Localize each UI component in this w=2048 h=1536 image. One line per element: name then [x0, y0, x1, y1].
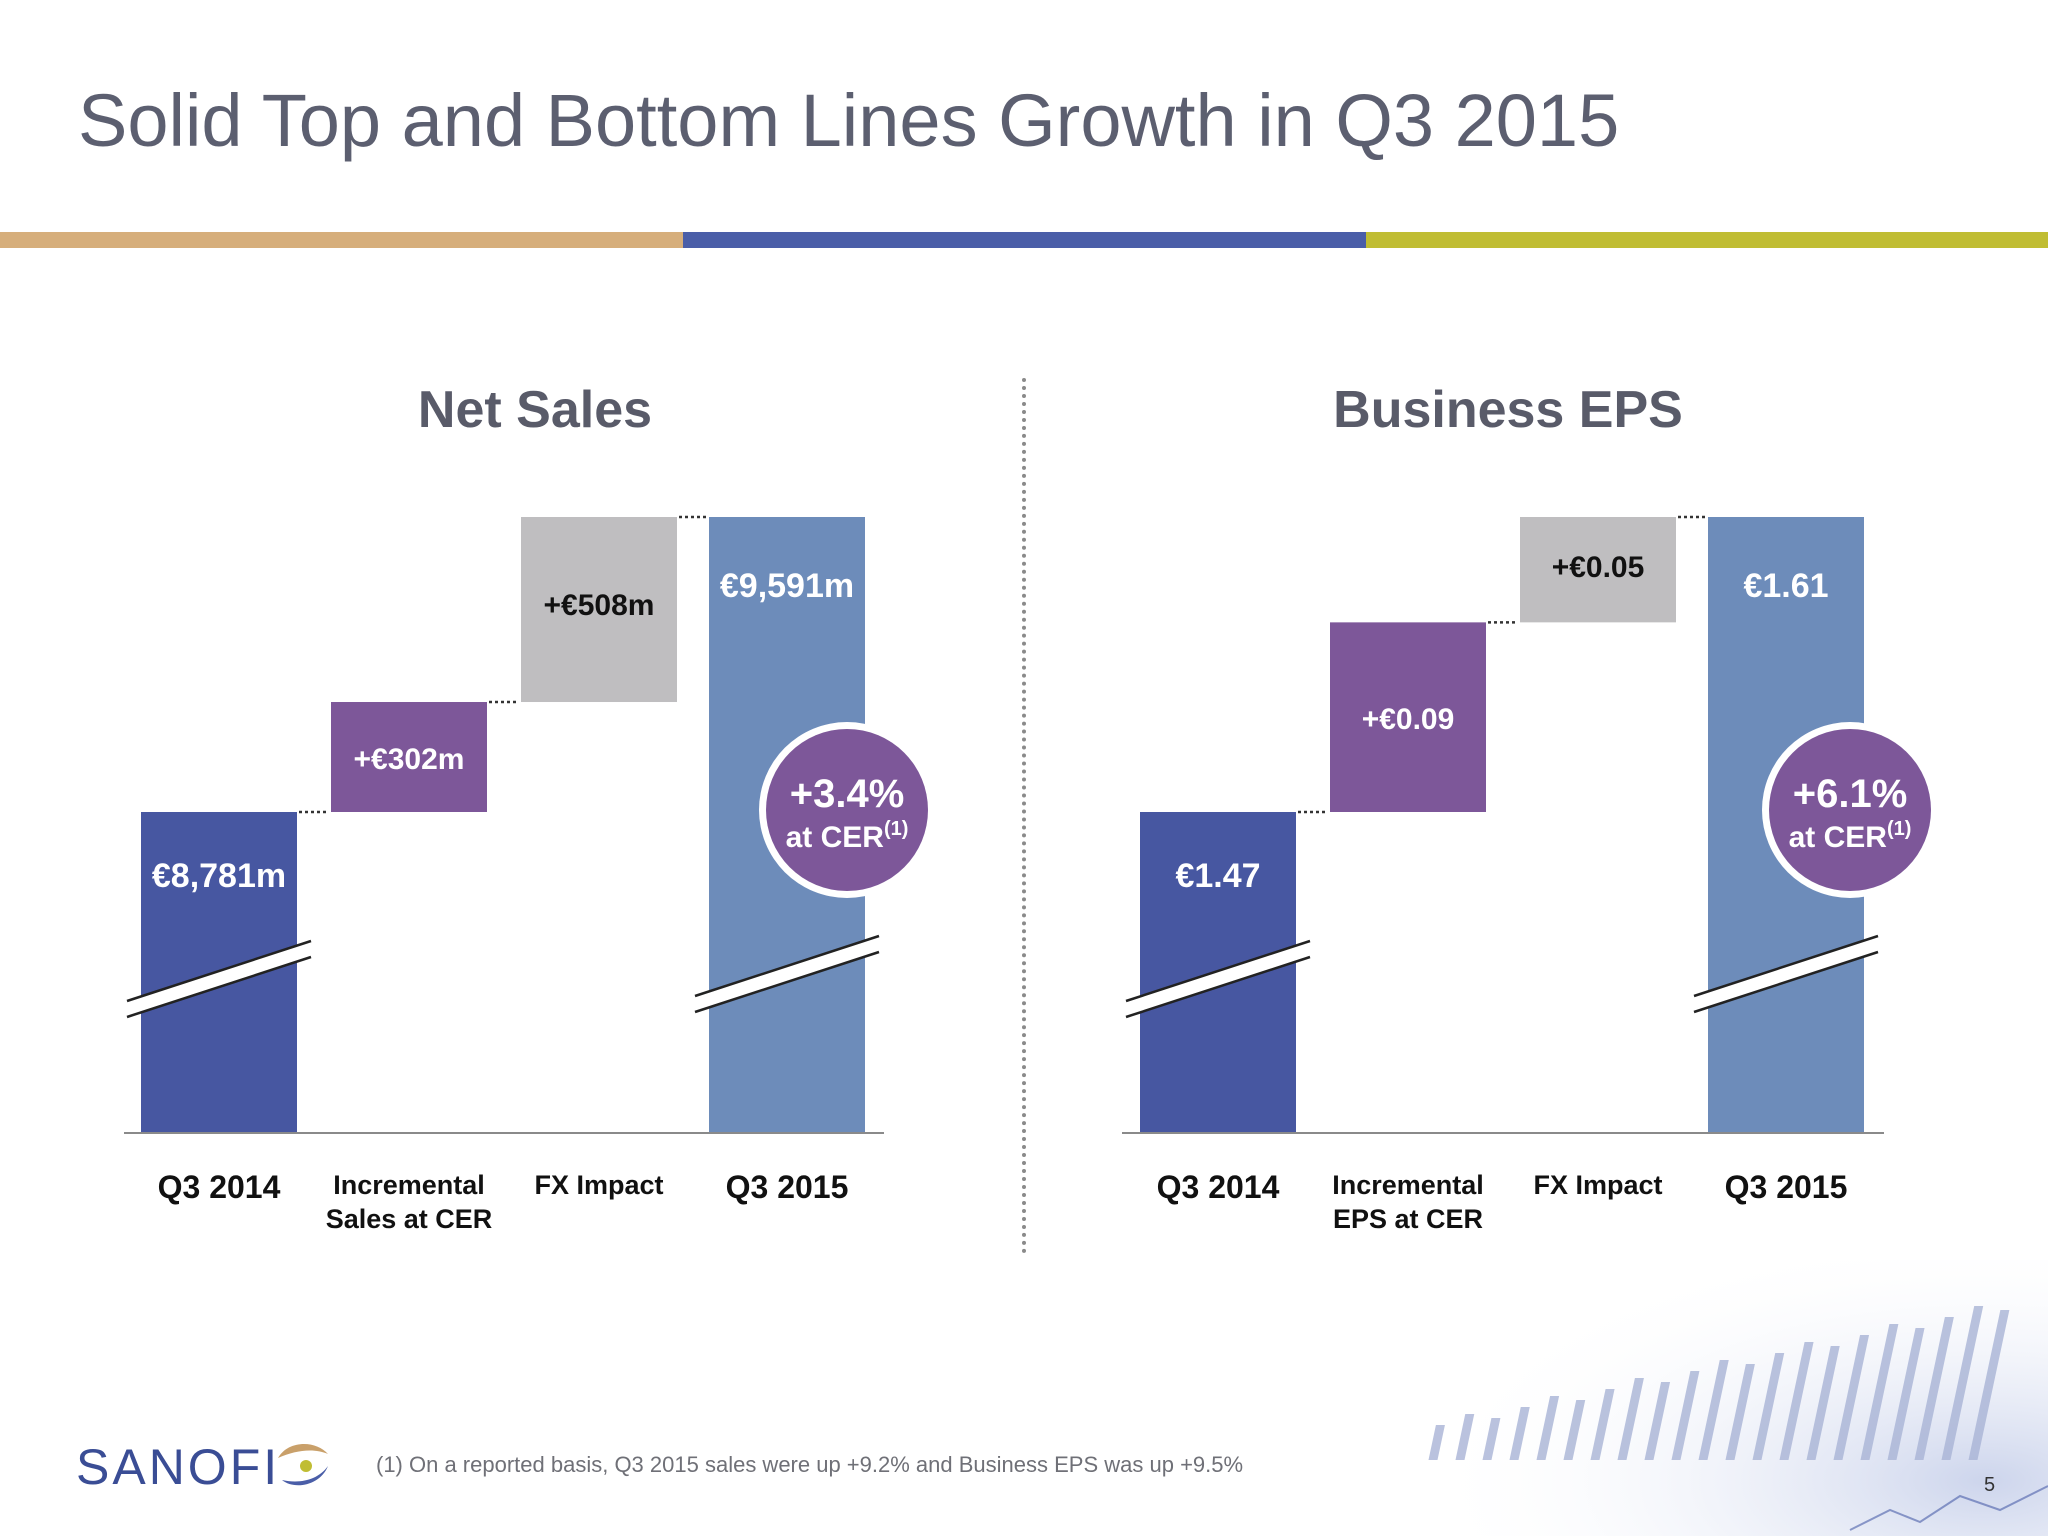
- sanofi-logo-icon: [278, 1443, 328, 1486]
- chart-divider: [1022, 378, 1026, 1254]
- eps-bar-3: [1520, 517, 1676, 623]
- net-sales-cer-badge: +3.4%at CER(1): [759, 722, 935, 898]
- net-sales-bar-2: [331, 702, 487, 812]
- eps-axis-break-line-a-1: [1125, 939, 1311, 1003]
- net-sales-axis-break-line-a-4: [694, 934, 880, 998]
- stripe-olive: [1366, 232, 2048, 248]
- net-sales-data-label-4: €9,591m: [720, 567, 854, 605]
- eps-axis-break-gap-1: [1126, 941, 1310, 1017]
- eps-category-label-4: Q3 2015: [1725, 1169, 1848, 1205]
- eps-badge-label: at CER(1): [1789, 818, 1912, 854]
- net-sales-axis-break-line-b-4: [694, 950, 880, 1014]
- net-sales-axis-break-line-a-1: [126, 939, 312, 1003]
- decorative-chart-graphic: [1420, 1260, 2048, 1536]
- net-sales-category-label-2: Incremental Sales at CER: [326, 1170, 493, 1234]
- eps-data-label-4: €1.61: [1743, 567, 1828, 605]
- net-sales-badge-superscript: (1): [884, 818, 908, 840]
- net-sales-data-label-3: +€508m: [544, 589, 655, 622]
- eps-axis-break-line-b-4: [1693, 950, 1879, 1014]
- eps-category-label-2: Incremental EPS at CER: [1332, 1170, 1484, 1234]
- net-sales-data-label-1: €8,781m: [152, 857, 286, 895]
- eps-data-label-1: €1.47: [1175, 857, 1260, 895]
- stripe-blue: [683, 232, 1366, 248]
- page-number: 5: [1984, 1474, 1996, 1496]
- sanofi-logo-text: SANOFI: [76, 1439, 281, 1495]
- net-sales-title: Net Sales: [417, 381, 653, 439]
- eps-axis-break-gap-4: [1694, 936, 1878, 1012]
- net-sales-axis-break-line-b-1: [126, 955, 312, 1019]
- eps-axis-break-line-b-1: [1125, 955, 1311, 1019]
- net-sales-axis-break-gap-1: [127, 941, 311, 1017]
- net-sales-category-label-1: Q3 2014: [158, 1169, 281, 1205]
- net-sales-data-label-2: +€302m: [354, 743, 465, 776]
- eps-data-label-3: +€0.05: [1552, 551, 1645, 584]
- stripe-tan: [0, 232, 683, 248]
- footnote: (1) On a reported basis, Q3 2015 sales w…: [376, 1452, 1244, 1477]
- eps-data-label-2: +€0.09: [1362, 703, 1455, 736]
- eps-badge-superscript: (1): [1887, 818, 1911, 840]
- net-sales-category-label-3: FX Impact: [534, 1170, 663, 1200]
- net-sales-badge-label: at CER(1): [786, 818, 909, 854]
- slide-title: Solid Top and Bottom Lines Growth in Q3 …: [78, 79, 1620, 162]
- eps-category-label-1: Q3 2014: [1157, 1169, 1280, 1205]
- net-sales-chart: €8,781m +€302m +€508m €9,591m Q3 2014 Increme…: [124, 515, 935, 1234]
- eps-bar-2: [1330, 622, 1486, 812]
- net-sales-category-label-4: Q3 2015: [726, 1169, 849, 1205]
- net-sales-axis-break-gap-4: [695, 936, 879, 1012]
- eps-axis-break-line-a-4: [1693, 934, 1879, 998]
- eps-badge-value: +6.1%: [1793, 772, 1908, 816]
- eps-cer-badge: +6.1%at CER(1): [1762, 722, 1938, 898]
- eps-category-label-3: FX Impact: [1533, 1170, 1662, 1200]
- business-eps-title: Business EPS: [1333, 381, 1683, 439]
- net-sales-badge-value: +3.4%: [790, 772, 905, 816]
- net-sales-bar-3: [521, 517, 677, 703]
- eps-chart: €1.47 +€0.09 +€0.05 €1.61 Q3 2014 Incremental…: [1122, 515, 1938, 1234]
